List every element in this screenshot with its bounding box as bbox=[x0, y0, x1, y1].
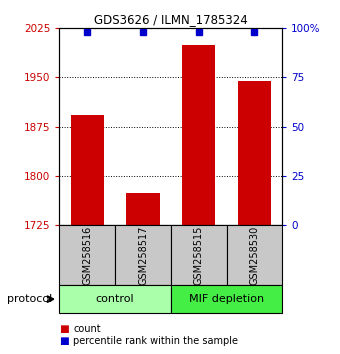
Text: MIF depletion: MIF depletion bbox=[189, 294, 264, 304]
Bar bbox=[238, 81, 271, 225]
Text: ■: ■ bbox=[59, 324, 69, 333]
Title: GDS3626 / ILMN_1785324: GDS3626 / ILMN_1785324 bbox=[94, 13, 248, 26]
Bar bbox=[171, 285, 282, 313]
Text: GSM258517: GSM258517 bbox=[138, 225, 148, 285]
Text: percentile rank within the sample: percentile rank within the sample bbox=[73, 336, 238, 346]
Bar bbox=[115, 225, 171, 285]
Text: control: control bbox=[96, 294, 135, 304]
Bar bbox=[171, 225, 226, 285]
Text: GSM258515: GSM258515 bbox=[194, 225, 204, 285]
Bar bbox=[126, 193, 160, 225]
Bar bbox=[59, 225, 115, 285]
Text: count: count bbox=[73, 324, 101, 333]
Bar bbox=[182, 45, 216, 225]
Text: ■: ■ bbox=[59, 336, 69, 346]
Text: GSM258516: GSM258516 bbox=[82, 225, 92, 285]
Text: GSM258530: GSM258530 bbox=[249, 225, 259, 285]
Bar bbox=[71, 115, 104, 225]
Text: protocol: protocol bbox=[7, 294, 52, 304]
Bar bbox=[226, 225, 282, 285]
Bar bbox=[59, 285, 171, 313]
